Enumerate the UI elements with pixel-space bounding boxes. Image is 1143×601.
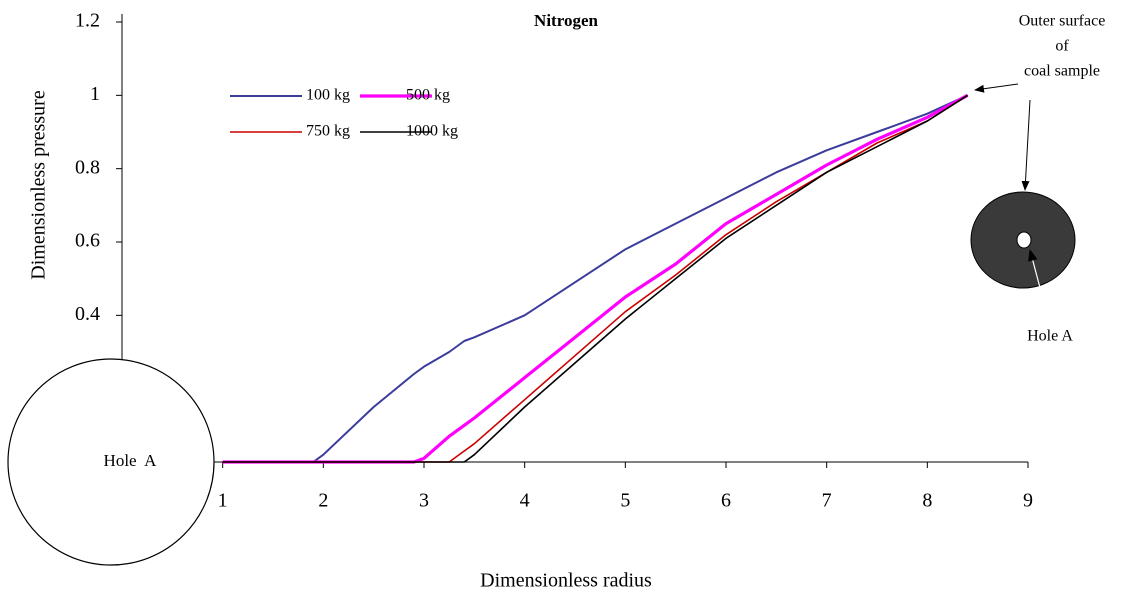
x-tick-label: 2 [318,490,328,512]
legend-label: 500 kg [406,87,450,104]
series-line [222,94,969,463]
x-axis-label: Dimensionless radius [480,570,652,592]
x-tick-label: 7 [822,490,832,512]
x-tick-label: 8 [922,490,932,512]
legend-label: 1000 kg [406,123,458,140]
chart-title: Nitrogen [534,11,598,30]
y-tick-label: 0.6 [75,230,100,252]
y-tick-label: 1 [90,83,100,105]
x-tick-label: 3 [419,490,429,512]
legend: 100 kg 500 kg 750 kg 1000 kg [230,87,458,140]
hole-circle [7,358,215,566]
sample-hole [1016,231,1032,249]
x-tick-label: 9 [1023,490,1033,512]
arrow [1028,248,1049,319]
x-tick-label: 1 [218,490,228,512]
y-axis-label: Dimensionless pressure [28,90,50,280]
series-line [222,93,969,464]
annotation: Outer surface [1019,13,1106,30]
annotation: Hole A [1027,328,1073,345]
y-tick-label: 0.4 [75,303,100,325]
arrow [974,83,1019,93]
y-tick-label: 0.8 [75,156,100,178]
x-tick-label: 6 [721,490,731,512]
annotation: coal sample [1024,63,1100,80]
x-tick-label: 5 [620,490,630,512]
plot-lines [222,93,969,464]
annotation: of [1055,38,1069,55]
arrow [1021,99,1031,191]
axes: 0.4 0.6 0.8 1 1.2 1 2 3 4 5 6 7 8 9 [75,10,1033,512]
legend-label: 100 kg [306,87,350,104]
legend-label: 750 kg [306,123,350,140]
x-tick-label: 4 [520,490,530,512]
series-line [222,94,969,463]
y-tick-label: 1.2 [75,10,100,32]
hole-label: Hole A [104,451,158,470]
